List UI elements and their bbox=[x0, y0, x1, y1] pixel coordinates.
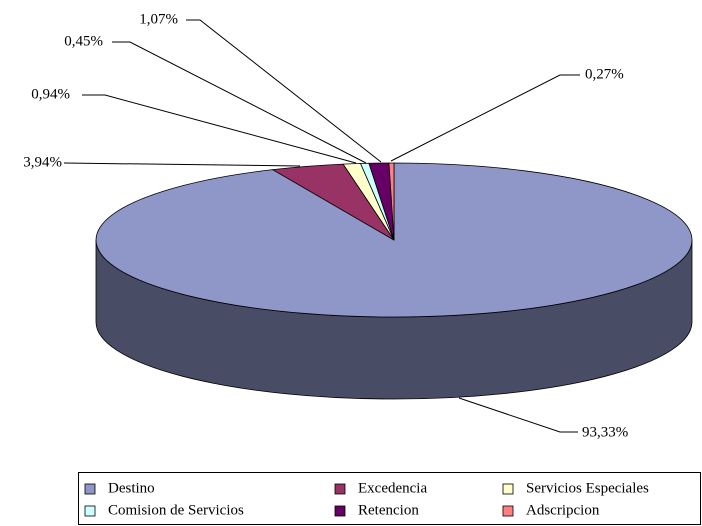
legend-swatch bbox=[502, 483, 514, 495]
leader-line bbox=[458, 397, 578, 433]
legend-box bbox=[78, 472, 701, 525]
legend-label: Retencion bbox=[358, 502, 419, 518]
data-labels: 93,33% 3,94% 0,94% 0,45% 1,07% 0,27% bbox=[23, 11, 628, 440]
data-label: 3,94% bbox=[23, 154, 62, 170]
data-label: 93,33% bbox=[582, 424, 628, 440]
leader-line bbox=[112, 41, 367, 164]
legend-label: Servicios Especiales bbox=[526, 480, 649, 496]
legend-swatch bbox=[84, 483, 96, 495]
data-label: 0,27% bbox=[585, 66, 624, 82]
pie bbox=[95, 162, 693, 400]
data-label: 0,45% bbox=[64, 33, 103, 49]
leader-line bbox=[390, 74, 580, 162]
legend-label: Comision de Servicios bbox=[108, 502, 244, 518]
leader-line bbox=[186, 19, 382, 163]
legend-swatch bbox=[334, 505, 346, 517]
legend-swatch bbox=[502, 505, 514, 517]
legend-label: Destino bbox=[108, 480, 155, 496]
data-label: 0,94% bbox=[31, 86, 70, 102]
legend-label: Excedencia bbox=[358, 480, 427, 496]
leader-line bbox=[63, 162, 301, 167]
pie-slice bbox=[388, 162, 395, 241]
legend-swatch bbox=[84, 505, 96, 517]
legend: Destino Excedencia Servicios Especiales Com… bbox=[84, 480, 649, 518]
legend-label: Adscripcion bbox=[526, 502, 600, 518]
data-label: 1,07% bbox=[139, 11, 178, 27]
legend-swatch bbox=[334, 483, 346, 495]
leader-line bbox=[82, 94, 357, 164]
